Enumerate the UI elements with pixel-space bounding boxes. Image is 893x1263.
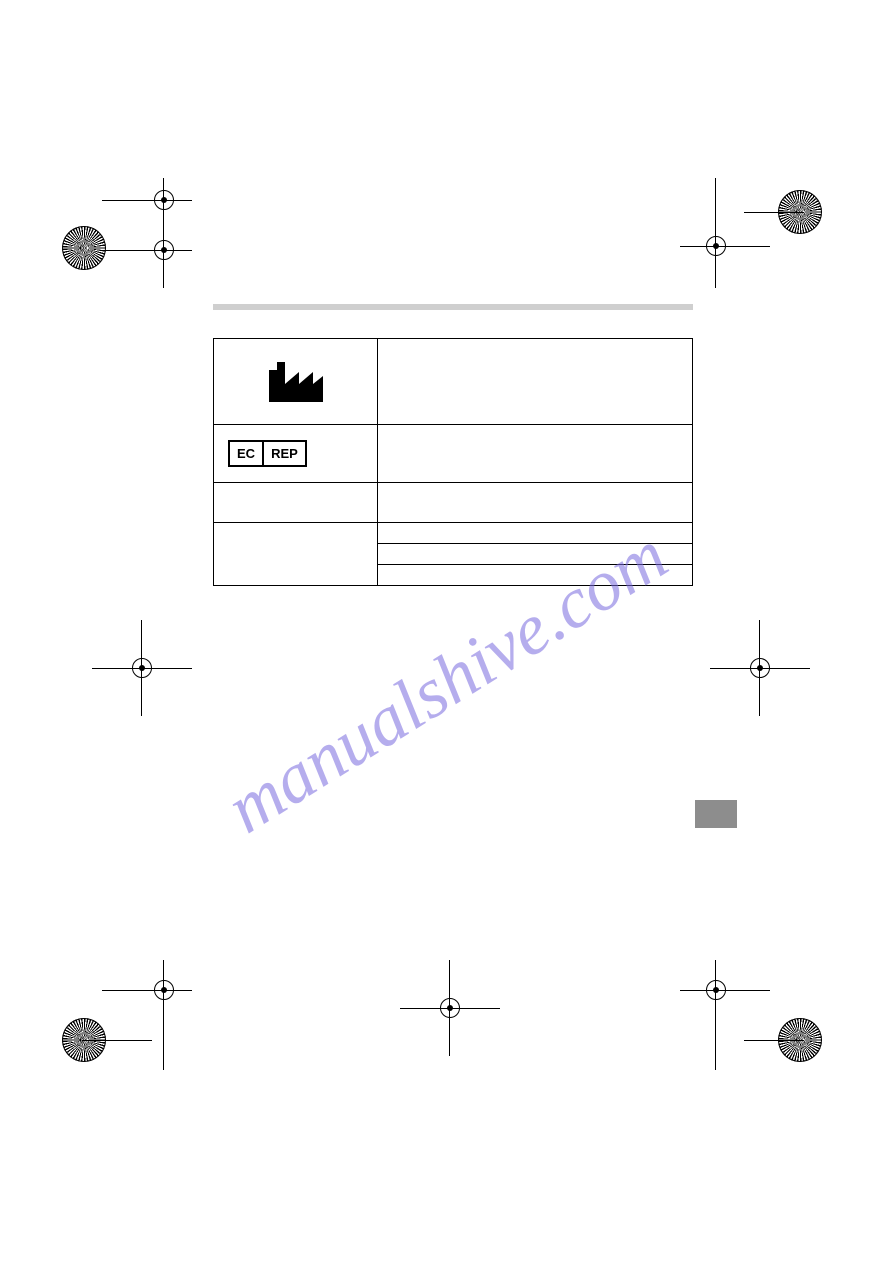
cell-text [378, 565, 692, 585]
cell-text [378, 483, 692, 522]
cell-ec-rep: EC REP [214, 425, 378, 482]
registration-mark [700, 960, 820, 1080]
table-row: EC REP [214, 425, 692, 483]
registration-mark [62, 960, 182, 1080]
cell-manufacturer-text [378, 339, 692, 424]
registration-mark [700, 620, 820, 740]
cell-text [378, 523, 692, 544]
page-side-tab [695, 800, 737, 828]
cell-manufacturer-icon [214, 339, 378, 424]
info-table: EC REP [213, 338, 693, 586]
table-merged-block [214, 523, 692, 585]
factory-icon [269, 362, 323, 402]
ec-rep-left: EC [230, 442, 264, 465]
registration-mark [82, 620, 202, 740]
ec-rep-badge: EC REP [228, 440, 307, 467]
section-header-bar [213, 304, 693, 310]
ec-rep-right: REP [264, 442, 305, 465]
table-row [214, 339, 692, 425]
cell-blank [214, 483, 378, 522]
registration-mark [390, 960, 510, 1080]
cell-merged-left [214, 523, 378, 585]
cell-ec-rep-text [378, 425, 692, 482]
registration-mark [700, 178, 820, 298]
cell-text [378, 544, 692, 565]
registration-mark [62, 178, 182, 298]
table-row [214, 483, 692, 523]
